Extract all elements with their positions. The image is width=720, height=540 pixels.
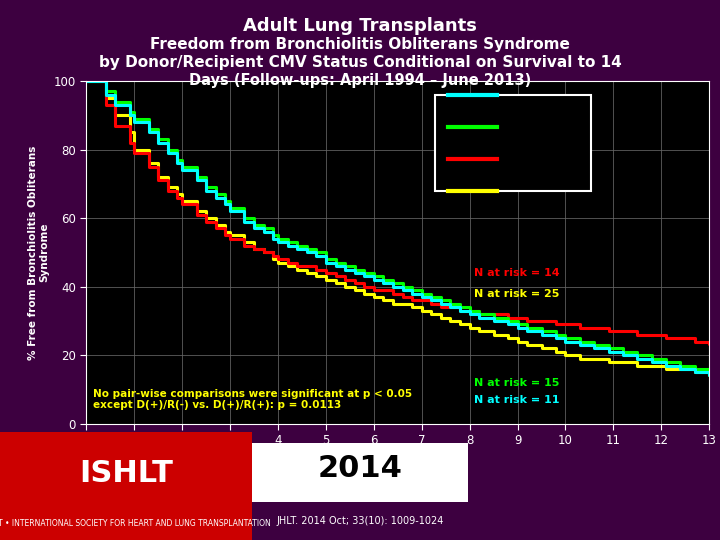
Text: ISHLT • INTERNATIONAL SOCIETY FOR HEART AND LUNG TRANSPLANTATION: ISHLT • INTERNATIONAL SOCIETY FOR HEART … <box>0 519 271 528</box>
Text: N at risk = 25: N at risk = 25 <box>474 288 560 299</box>
Y-axis label: % Free from Bronchiolitis Obliterans
Syndrome: % Free from Bronchiolitis Obliterans Syn… <box>28 145 50 360</box>
Text: JHLT. 2014 Oct; 33(10): 1009-1024: JHLT. 2014 Oct; 33(10): 1009-1024 <box>276 516 444 525</box>
Text: Freedom from Bronchiolitis Obliterans Syndrome: Freedom from Bronchiolitis Obliterans Sy… <box>150 37 570 52</box>
Text: Adult Lung Transplants: Adult Lung Transplants <box>243 17 477 35</box>
Text: N at risk = 11: N at risk = 11 <box>474 395 560 405</box>
Text: 2014: 2014 <box>318 454 402 483</box>
FancyBboxPatch shape <box>252 443 468 502</box>
Text: by Donor/Recipient CMV Status Conditional on Survival to 14: by Donor/Recipient CMV Status Conditiona… <box>99 55 621 70</box>
Text: N at risk = 14: N at risk = 14 <box>474 268 560 278</box>
Text: No pair-wise comparisons were significant at p < 0.05
except D(+)/R(-) vs. D(+)/: No pair-wise comparisons were significan… <box>93 389 412 410</box>
Text: N at risk = 15: N at risk = 15 <box>474 378 560 388</box>
Text: Days (Follow-ups: April 1994 – June 2013): Days (Follow-ups: April 1994 – June 2013… <box>189 73 531 89</box>
Text: ISHLT: ISHLT <box>79 458 173 488</box>
FancyBboxPatch shape <box>0 432 252 540</box>
FancyBboxPatch shape <box>435 94 591 191</box>
X-axis label: Years: Years <box>377 451 419 465</box>
